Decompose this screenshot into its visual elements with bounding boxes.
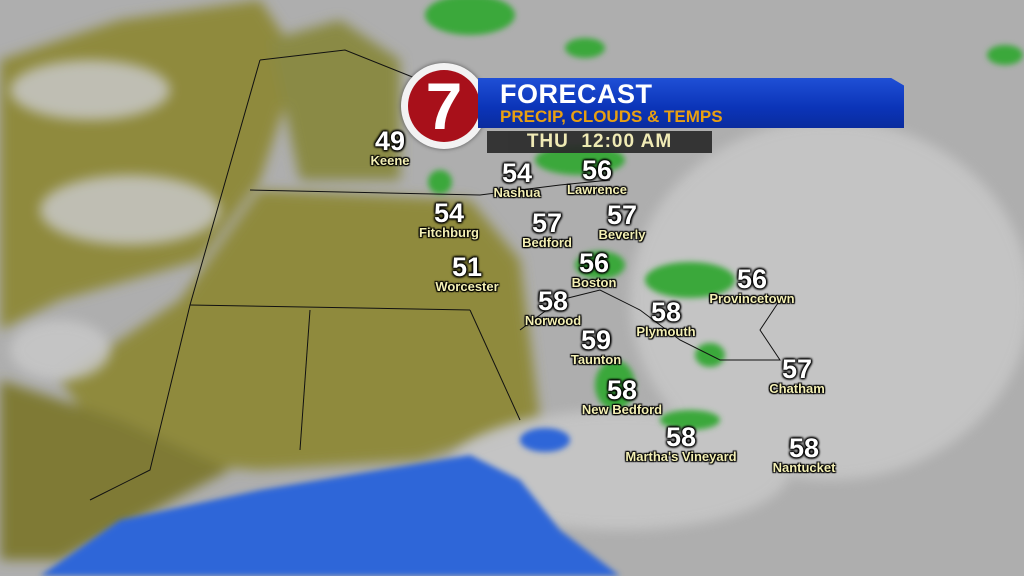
city-temp: 51 — [451, 252, 483, 282]
water — [40, 428, 620, 576]
city-name: Lawrence — [567, 182, 627, 197]
city-label: 54 Fitchburg — [419, 200, 479, 240]
city-temp: 58 — [606, 375, 638, 405]
city-name: Norwood — [524, 313, 582, 328]
channel-7-logo: 7 — [401, 63, 487, 149]
city-label: 58 Plymouth — [636, 299, 695, 339]
precipitation — [425, 0, 1023, 430]
city-temp: 54 — [501, 158, 533, 188]
city-temp: 56 — [578, 248, 610, 278]
forecast-banner: FORECAST PRECIP, CLOUDS & TEMPS — [478, 78, 904, 128]
banner-subtitle: PRECIP, CLOUDS & TEMPS — [500, 107, 723, 126]
city-temp: 57 — [606, 200, 638, 230]
city-label: 57 Bedford — [522, 210, 572, 250]
city-temp: 58 — [537, 286, 569, 316]
city-temp: 58 — [788, 433, 820, 463]
city-name: Bedford — [522, 235, 572, 250]
city-name: Provincetown — [709, 291, 795, 306]
city-name: New Bedford — [581, 402, 663, 417]
city-label: 57 Beverly — [599, 202, 646, 242]
city-name: Nashua — [493, 185, 541, 200]
forecast-time-bar: THU 12:00 AM — [487, 131, 712, 153]
city-temp: 49 — [374, 126, 406, 156]
city-name: Fitchburg — [419, 225, 479, 240]
city-label: 56 Lawrence — [567, 157, 627, 197]
logo-seven: 7 — [408, 70, 480, 142]
city-name: Chatham — [769, 381, 825, 396]
city-name: Nantucket — [772, 460, 836, 475]
city-label: 58 Nantucket — [773, 435, 836, 475]
state-borders — [89, 49, 781, 501]
banner-title: FORECAST — [500, 79, 653, 109]
city-label: 58 Martha's Vineyard — [625, 424, 736, 464]
city-temp: 57 — [531, 208, 563, 238]
city-label: 59 Taunton — [571, 327, 621, 367]
city-name: Keene — [370, 153, 410, 168]
city-label: 56 Provincetown — [709, 266, 794, 306]
city-label: 56 Boston — [572, 250, 617, 290]
city-label: 57 Chatham — [769, 356, 825, 396]
forecast-time: THU 12:00 AM — [526, 131, 673, 152]
city-temp: 59 — [580, 325, 612, 355]
city-temp: 54 — [433, 198, 465, 228]
city-name: Beverly — [598, 227, 646, 242]
city-temp: 57 — [781, 354, 813, 384]
city-label: 54 Nashua — [494, 160, 541, 200]
city-temp: 58 — [650, 297, 682, 327]
city-temp: 58 — [665, 422, 697, 452]
city-label: 49 Keene — [370, 128, 409, 168]
city-name: Boston — [571, 275, 617, 290]
city-label: 58 New Bedford — [582, 377, 662, 417]
city-temp: 56 — [581, 155, 613, 185]
city-name: Taunton — [570, 352, 622, 367]
city-label: 51 Worcester — [435, 254, 498, 294]
city-label: 58 Norwood — [525, 288, 581, 328]
city-temp: 56 — [736, 264, 768, 294]
city-name: Plymouth — [636, 324, 696, 339]
city-name: Martha's Vineyard — [625, 449, 737, 464]
city-name: Worcester — [435, 279, 499, 294]
